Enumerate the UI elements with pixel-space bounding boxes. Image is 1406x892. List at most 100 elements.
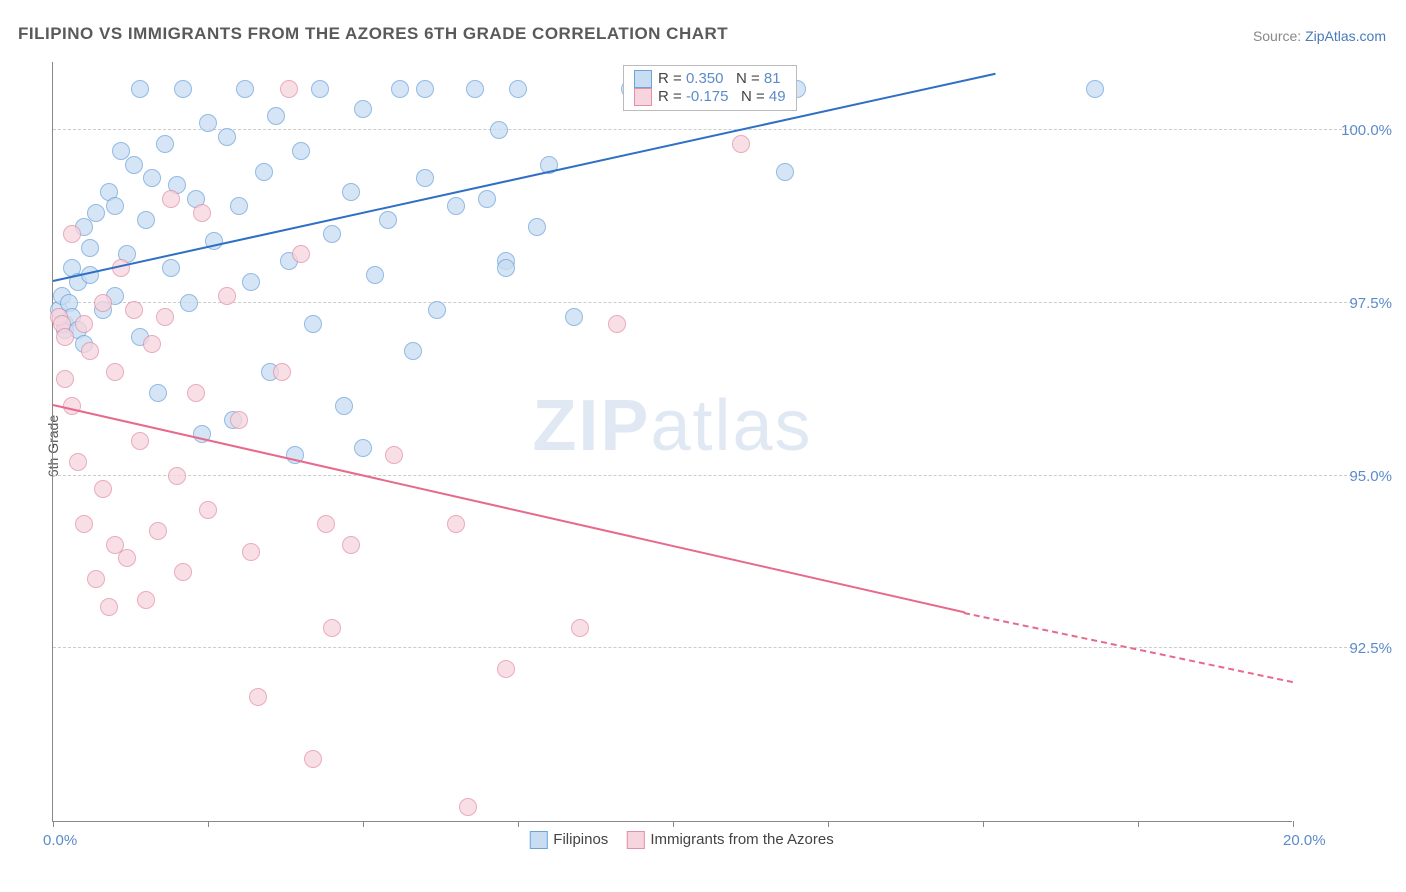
data-point xyxy=(242,273,260,291)
source-link[interactable]: ZipAtlas.com xyxy=(1305,28,1386,44)
data-point xyxy=(379,211,397,229)
data-point xyxy=(509,80,527,98)
legend-label: Immigrants from the Azores xyxy=(650,831,833,848)
data-point xyxy=(156,135,174,153)
data-point xyxy=(571,619,589,637)
data-point xyxy=(292,245,310,263)
data-point xyxy=(304,315,322,333)
data-point xyxy=(323,225,341,243)
data-point xyxy=(447,197,465,215)
data-point xyxy=(391,80,409,98)
data-point xyxy=(230,197,248,215)
trend-line xyxy=(53,404,965,613)
data-point xyxy=(174,80,192,98)
correlation-legend-box: R = 0.350 N = 81R = -0.175 N = 49 xyxy=(623,65,797,111)
x-tick-label: 0.0% xyxy=(43,832,77,849)
data-point xyxy=(69,453,87,471)
data-point xyxy=(143,335,161,353)
x-tick-label: 20.0% xyxy=(1283,832,1326,849)
x-tick xyxy=(1293,821,1294,827)
n-label: N = xyxy=(728,88,768,105)
data-point xyxy=(273,363,291,381)
x-tick xyxy=(673,821,674,827)
data-point xyxy=(335,397,353,415)
data-point xyxy=(180,294,198,312)
data-point xyxy=(342,536,360,554)
data-point xyxy=(199,114,217,132)
data-point xyxy=(81,342,99,360)
data-point xyxy=(416,169,434,187)
y-tick-label: 95.0% xyxy=(1302,468,1392,485)
data-point xyxy=(466,80,484,98)
data-point xyxy=(87,570,105,588)
r-value: 0.350 xyxy=(686,70,724,87)
data-point xyxy=(497,259,515,277)
y-tick-label: 92.5% xyxy=(1302,640,1392,657)
data-point xyxy=(56,328,74,346)
data-point xyxy=(174,563,192,581)
data-point xyxy=(143,169,161,187)
data-point xyxy=(75,315,93,333)
data-point xyxy=(193,204,211,222)
gridline xyxy=(53,647,1352,648)
data-point xyxy=(87,204,105,222)
legend-swatch xyxy=(529,831,547,849)
data-point xyxy=(137,591,155,609)
data-point xyxy=(249,688,267,706)
data-point xyxy=(292,142,310,160)
r-label: R = xyxy=(658,88,686,105)
data-point xyxy=(125,301,143,319)
data-point xyxy=(168,467,186,485)
data-point xyxy=(267,107,285,125)
legend-swatch xyxy=(634,88,652,106)
data-point xyxy=(199,501,217,519)
legend-row: R = -0.175 N = 49 xyxy=(634,88,786,106)
legend-swatch xyxy=(626,831,644,849)
x-tick xyxy=(828,821,829,827)
data-point xyxy=(280,80,298,98)
legend-swatch xyxy=(634,70,652,88)
data-point xyxy=(100,598,118,616)
n-value: 81 xyxy=(764,70,781,87)
legend-label: Filipinos xyxy=(553,831,608,848)
n-value: 49 xyxy=(769,88,786,105)
data-point xyxy=(218,287,236,305)
data-point xyxy=(317,515,335,533)
data-point xyxy=(106,197,124,215)
data-point xyxy=(304,750,322,768)
data-point xyxy=(490,121,508,139)
x-tick xyxy=(983,821,984,827)
y-tick-label: 100.0% xyxy=(1302,122,1392,139)
chart-title: FILIPINO VS IMMIGRANTS FROM THE AZORES 6… xyxy=(18,24,728,44)
source-attribution: Source: ZipAtlas.com xyxy=(1253,28,1386,44)
x-tick xyxy=(518,821,519,827)
watermark: ZIPatlas xyxy=(532,385,812,467)
scatter-chart: ZIPatlas FilipinosImmigrants from the Az… xyxy=(52,62,1292,822)
data-point xyxy=(162,259,180,277)
data-point xyxy=(56,370,74,388)
data-point xyxy=(75,515,93,533)
data-point xyxy=(776,163,794,181)
y-tick-label: 97.5% xyxy=(1302,295,1392,312)
data-point xyxy=(478,190,496,208)
n-label: N = xyxy=(723,70,763,87)
x-tick xyxy=(363,821,364,827)
data-point xyxy=(218,128,236,146)
data-point xyxy=(354,439,372,457)
data-point xyxy=(131,80,149,98)
data-point xyxy=(149,384,167,402)
gridline xyxy=(53,475,1352,476)
data-point xyxy=(63,225,81,243)
gridline xyxy=(53,129,1352,130)
data-point xyxy=(125,156,143,174)
data-point xyxy=(354,100,372,118)
data-point xyxy=(236,80,254,98)
x-tick xyxy=(1138,821,1139,827)
data-point xyxy=(311,80,329,98)
r-value: -0.175 xyxy=(686,88,729,105)
x-tick xyxy=(208,821,209,827)
data-point xyxy=(732,135,750,153)
data-point xyxy=(459,798,477,816)
trend-line xyxy=(53,73,996,282)
data-point xyxy=(118,549,136,567)
